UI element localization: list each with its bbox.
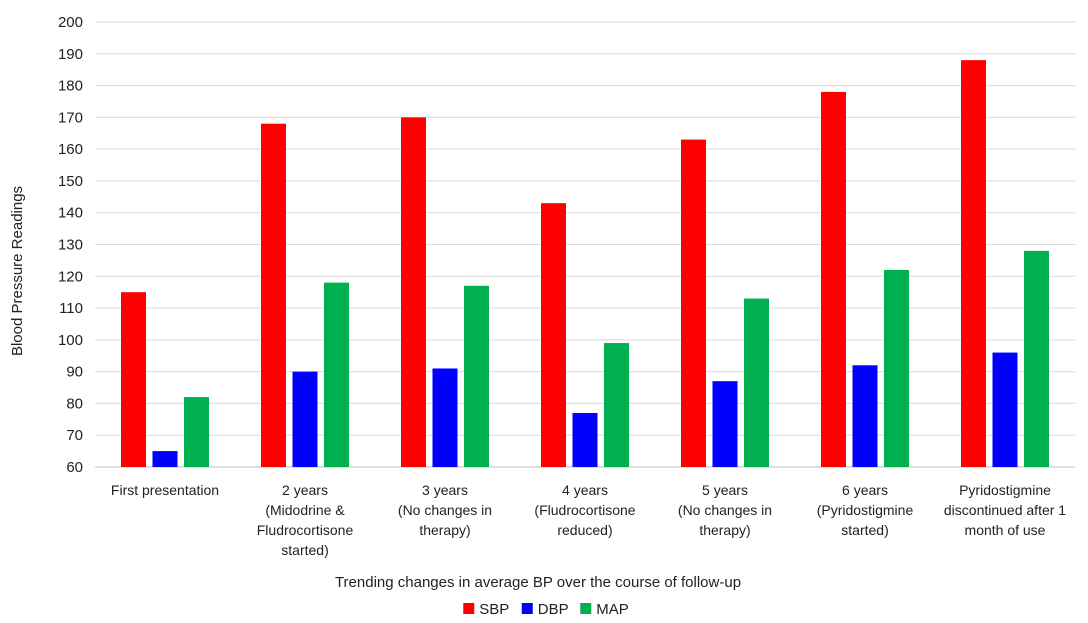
bar-sbp bbox=[401, 117, 426, 467]
bar-map bbox=[464, 285, 489, 467]
legend-swatch-sbp bbox=[463, 603, 475, 614]
y-tick-label: 90 bbox=[66, 364, 83, 381]
x-category-label: 6 years (Pyridostigmine started) bbox=[817, 482, 914, 538]
y-tick-label: 130 bbox=[58, 237, 83, 254]
bar-map bbox=[1024, 250, 1049, 467]
bar-sbp bbox=[681, 139, 706, 467]
y-tick-label: 200 bbox=[58, 14, 83, 31]
bar-sbp bbox=[121, 292, 146, 467]
bar-sbp bbox=[961, 60, 986, 468]
grid-lines bbox=[95, 21, 1075, 468]
y-axis-ticks: 60 70 80 90 100 110 120 130 140 150 160 170 180 190 20… bbox=[58, 14, 83, 476]
legend-swatch-map bbox=[580, 603, 592, 614]
bar-map bbox=[884, 269, 909, 467]
y-tick-label: 180 bbox=[58, 78, 83, 95]
bar-dbp bbox=[712, 381, 738, 467]
x-category-label: Pyridostigmine discontinued after 1 month … bbox=[944, 482, 1066, 538]
y-tick-label: 100 bbox=[58, 332, 83, 349]
bar-map bbox=[324, 282, 349, 467]
y-tick-label: 190 bbox=[58, 46, 83, 63]
legend-label-sbp: SBP bbox=[479, 601, 509, 618]
bar-dbp bbox=[852, 365, 878, 467]
x-axis-category-labels: First presentation 2 years (Midodrine & Flu… bbox=[111, 482, 1066, 558]
legend-label-dbp: DBP bbox=[538, 601, 569, 618]
y-tick-label: 120 bbox=[58, 268, 83, 285]
y-tick-label: 80 bbox=[66, 395, 83, 412]
x-category-label: 2 years (Midodrine & Fludrocortisone starte… bbox=[257, 482, 354, 558]
y-tick-label: 60 bbox=[66, 459, 83, 476]
bar-dbp bbox=[432, 368, 458, 467]
legend: SBP DBP MAP bbox=[463, 601, 629, 618]
y-tick-label: 170 bbox=[58, 109, 83, 126]
x-category-label: 4 years (Fludrocortisone reduced) bbox=[534, 482, 635, 538]
y-tick-label: 150 bbox=[58, 173, 83, 190]
bar-dbp bbox=[992, 352, 1018, 467]
x-axis-title: Trending changes in average BP over the … bbox=[335, 574, 741, 591]
legend-swatch-dbp bbox=[521, 603, 533, 614]
bar-map bbox=[184, 397, 209, 467]
y-tick-label: 140 bbox=[58, 205, 83, 222]
y-tick-label: 110 bbox=[59, 300, 83, 317]
x-category-label: 3 years (No changes in therapy) bbox=[398, 482, 492, 538]
bar-dbp bbox=[152, 451, 178, 467]
bar-sbp bbox=[821, 91, 846, 467]
y-axis-title: Blood Pressure Readings bbox=[9, 186, 26, 356]
x-category-label: First presentation bbox=[111, 482, 219, 498]
legend-label-map: MAP bbox=[596, 601, 629, 618]
y-tick-label: 160 bbox=[58, 141, 83, 158]
bar-sbp bbox=[541, 203, 566, 467]
bars bbox=[121, 60, 1049, 468]
y-tick-label: 70 bbox=[66, 427, 83, 444]
bar-sbp bbox=[261, 123, 286, 467]
x-category-label: 5 years (No changes in therapy) bbox=[678, 482, 772, 538]
bar-dbp bbox=[292, 371, 318, 467]
bar-map bbox=[744, 298, 769, 467]
bar-dbp bbox=[572, 412, 598, 467]
bar-map bbox=[604, 343, 629, 467]
